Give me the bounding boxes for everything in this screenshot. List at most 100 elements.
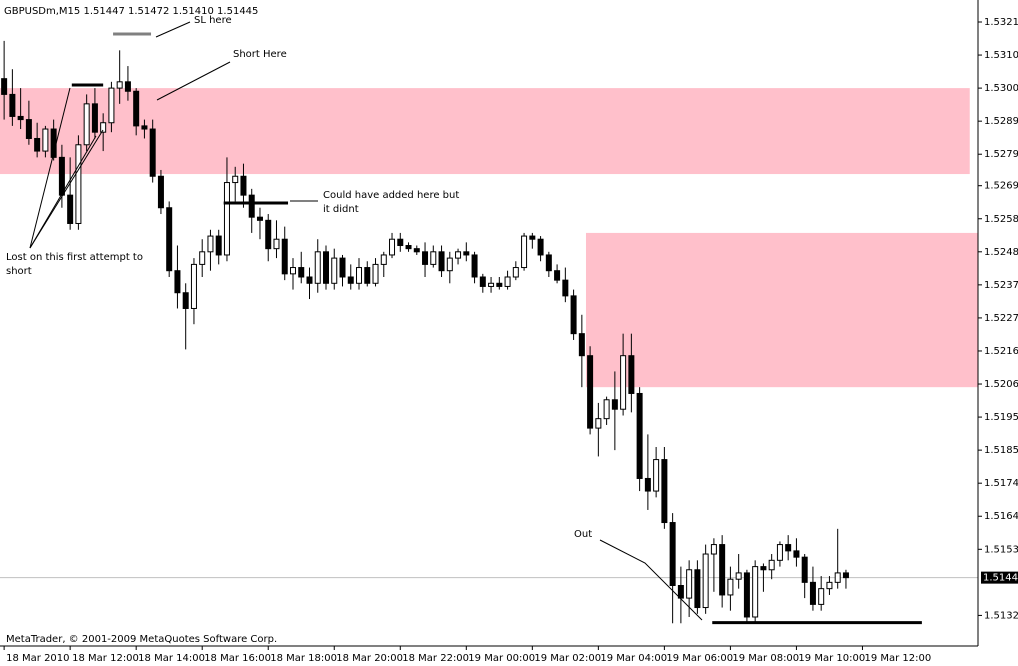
candle-body bbox=[190, 263, 197, 309]
x-tick-label: 18 Mar 12:00 bbox=[72, 653, 139, 664]
footer: MetaTrader, © 2001-2009 MetaQuotes Softw… bbox=[6, 634, 277, 645]
candle-body bbox=[199, 251, 206, 265]
leader-line bbox=[155, 21, 191, 38]
candle-body bbox=[240, 175, 247, 196]
candle-body bbox=[116, 81, 123, 89]
candle-body bbox=[818, 588, 825, 605]
candle-body bbox=[91, 103, 98, 133]
x-tick-label: 19 Mar 12:00 bbox=[864, 653, 931, 664]
candle-body bbox=[554, 270, 561, 281]
candle-body bbox=[512, 267, 519, 278]
candle-body bbox=[488, 282, 495, 287]
candle-body bbox=[289, 267, 296, 275]
candle-body bbox=[826, 581, 833, 590]
y-tick-label: 1.51955 bbox=[984, 412, 1018, 423]
candle-body bbox=[793, 550, 800, 558]
candle-body bbox=[578, 333, 585, 357]
x-tick-label: 18 Mar 22:00 bbox=[402, 653, 469, 664]
candle-body bbox=[735, 572, 742, 580]
candle-body bbox=[785, 544, 792, 552]
candle-body bbox=[100, 122, 107, 133]
candle-body bbox=[611, 399, 618, 410]
candle-body bbox=[570, 295, 577, 335]
candle-body bbox=[347, 276, 354, 284]
y-tick-label: 1.52060 bbox=[984, 379, 1018, 390]
candle-body bbox=[545, 254, 552, 272]
candle-body bbox=[644, 477, 651, 492]
annotation: SL here bbox=[194, 15, 232, 26]
candle-body bbox=[182, 292, 189, 309]
candle-body bbox=[339, 257, 346, 278]
candle-body bbox=[529, 235, 536, 240]
candle-body bbox=[207, 235, 214, 253]
y-tick-label: 1.52375 bbox=[984, 280, 1018, 291]
x-tick-label: 18 Mar 2010 bbox=[6, 653, 69, 664]
candle-body bbox=[677, 585, 684, 599]
candle-body bbox=[686, 569, 693, 599]
x-tick-label: 19 Mar 00:00 bbox=[468, 653, 535, 664]
candle-body bbox=[801, 556, 808, 583]
y-tick-label: 1.52690 bbox=[984, 181, 1018, 192]
candle-body bbox=[281, 238, 288, 275]
plot-area bbox=[0, 32, 978, 625]
x-tick-label: 19 Mar 04:00 bbox=[600, 653, 667, 664]
annotation: short bbox=[6, 266, 32, 277]
candle-body bbox=[620, 355, 627, 410]
candle-body bbox=[446, 257, 453, 272]
x-tick-label: 19 Mar 06:00 bbox=[666, 653, 733, 664]
candle-body bbox=[157, 175, 164, 209]
candle-body bbox=[34, 137, 41, 152]
candle-body bbox=[223, 182, 230, 256]
candle-body bbox=[702, 553, 709, 609]
candle-body bbox=[331, 257, 338, 284]
zone bbox=[585, 232, 978, 388]
candle-body bbox=[108, 87, 115, 124]
candle-body bbox=[232, 175, 239, 184]
candle-body bbox=[834, 572, 841, 583]
candle-body bbox=[537, 238, 544, 256]
x-tick-label: 19 Mar 10:00 bbox=[798, 653, 865, 664]
annotation: Could have added here but bbox=[323, 190, 459, 201]
candle-body bbox=[166, 207, 173, 272]
candle-body bbox=[215, 235, 222, 256]
candle-body bbox=[124, 81, 131, 92]
candle-body bbox=[83, 103, 90, 146]
x-tick-label: 18 Mar 16:00 bbox=[204, 653, 271, 664]
leader-line bbox=[29, 129, 104, 249]
candle-body bbox=[306, 276, 313, 284]
candle-body bbox=[273, 238, 280, 250]
x-tick-label: 19 Mar 02:00 bbox=[534, 653, 601, 664]
y-tick-label: 1.51325 bbox=[984, 610, 1018, 621]
candle-body bbox=[636, 392, 643, 479]
candle-body bbox=[727, 578, 734, 596]
candle-body bbox=[521, 235, 528, 269]
candle-body bbox=[661, 459, 668, 524]
candle-body bbox=[438, 251, 445, 272]
chart-title: GBPUSDm,M15 1.51447 1.51472 1.51410 1.51… bbox=[4, 6, 258, 17]
zone bbox=[0, 88, 970, 175]
y-tick-label: 1.52895 bbox=[984, 116, 1018, 127]
leader-lines bbox=[29, 21, 703, 621]
y-tick-label: 1.52585 bbox=[984, 214, 1018, 225]
x-tick-label: 18 Mar 14:00 bbox=[138, 653, 205, 664]
y-tick-label: 1.52270 bbox=[984, 313, 1018, 324]
candle-body bbox=[471, 254, 478, 278]
candle-body bbox=[710, 544, 717, 555]
candle-body bbox=[405, 245, 412, 250]
y-tick-label: 1.53210 bbox=[984, 17, 1018, 28]
candle-body bbox=[364, 267, 371, 284]
candle-body bbox=[314, 251, 321, 284]
candle-body bbox=[587, 355, 594, 429]
candle-body bbox=[372, 263, 379, 284]
candle-body bbox=[248, 194, 255, 218]
x-tick-label: 19 Mar 08:00 bbox=[732, 653, 799, 664]
candle-body bbox=[42, 128, 49, 152]
candle-body bbox=[768, 559, 775, 571]
candle-body bbox=[298, 267, 305, 278]
candle-body bbox=[743, 572, 750, 618]
candle-body bbox=[75, 144, 82, 224]
candle-body bbox=[595, 418, 602, 429]
annotation: Out bbox=[574, 529, 592, 540]
candle-body bbox=[760, 566, 767, 571]
candle-body bbox=[380, 254, 387, 265]
